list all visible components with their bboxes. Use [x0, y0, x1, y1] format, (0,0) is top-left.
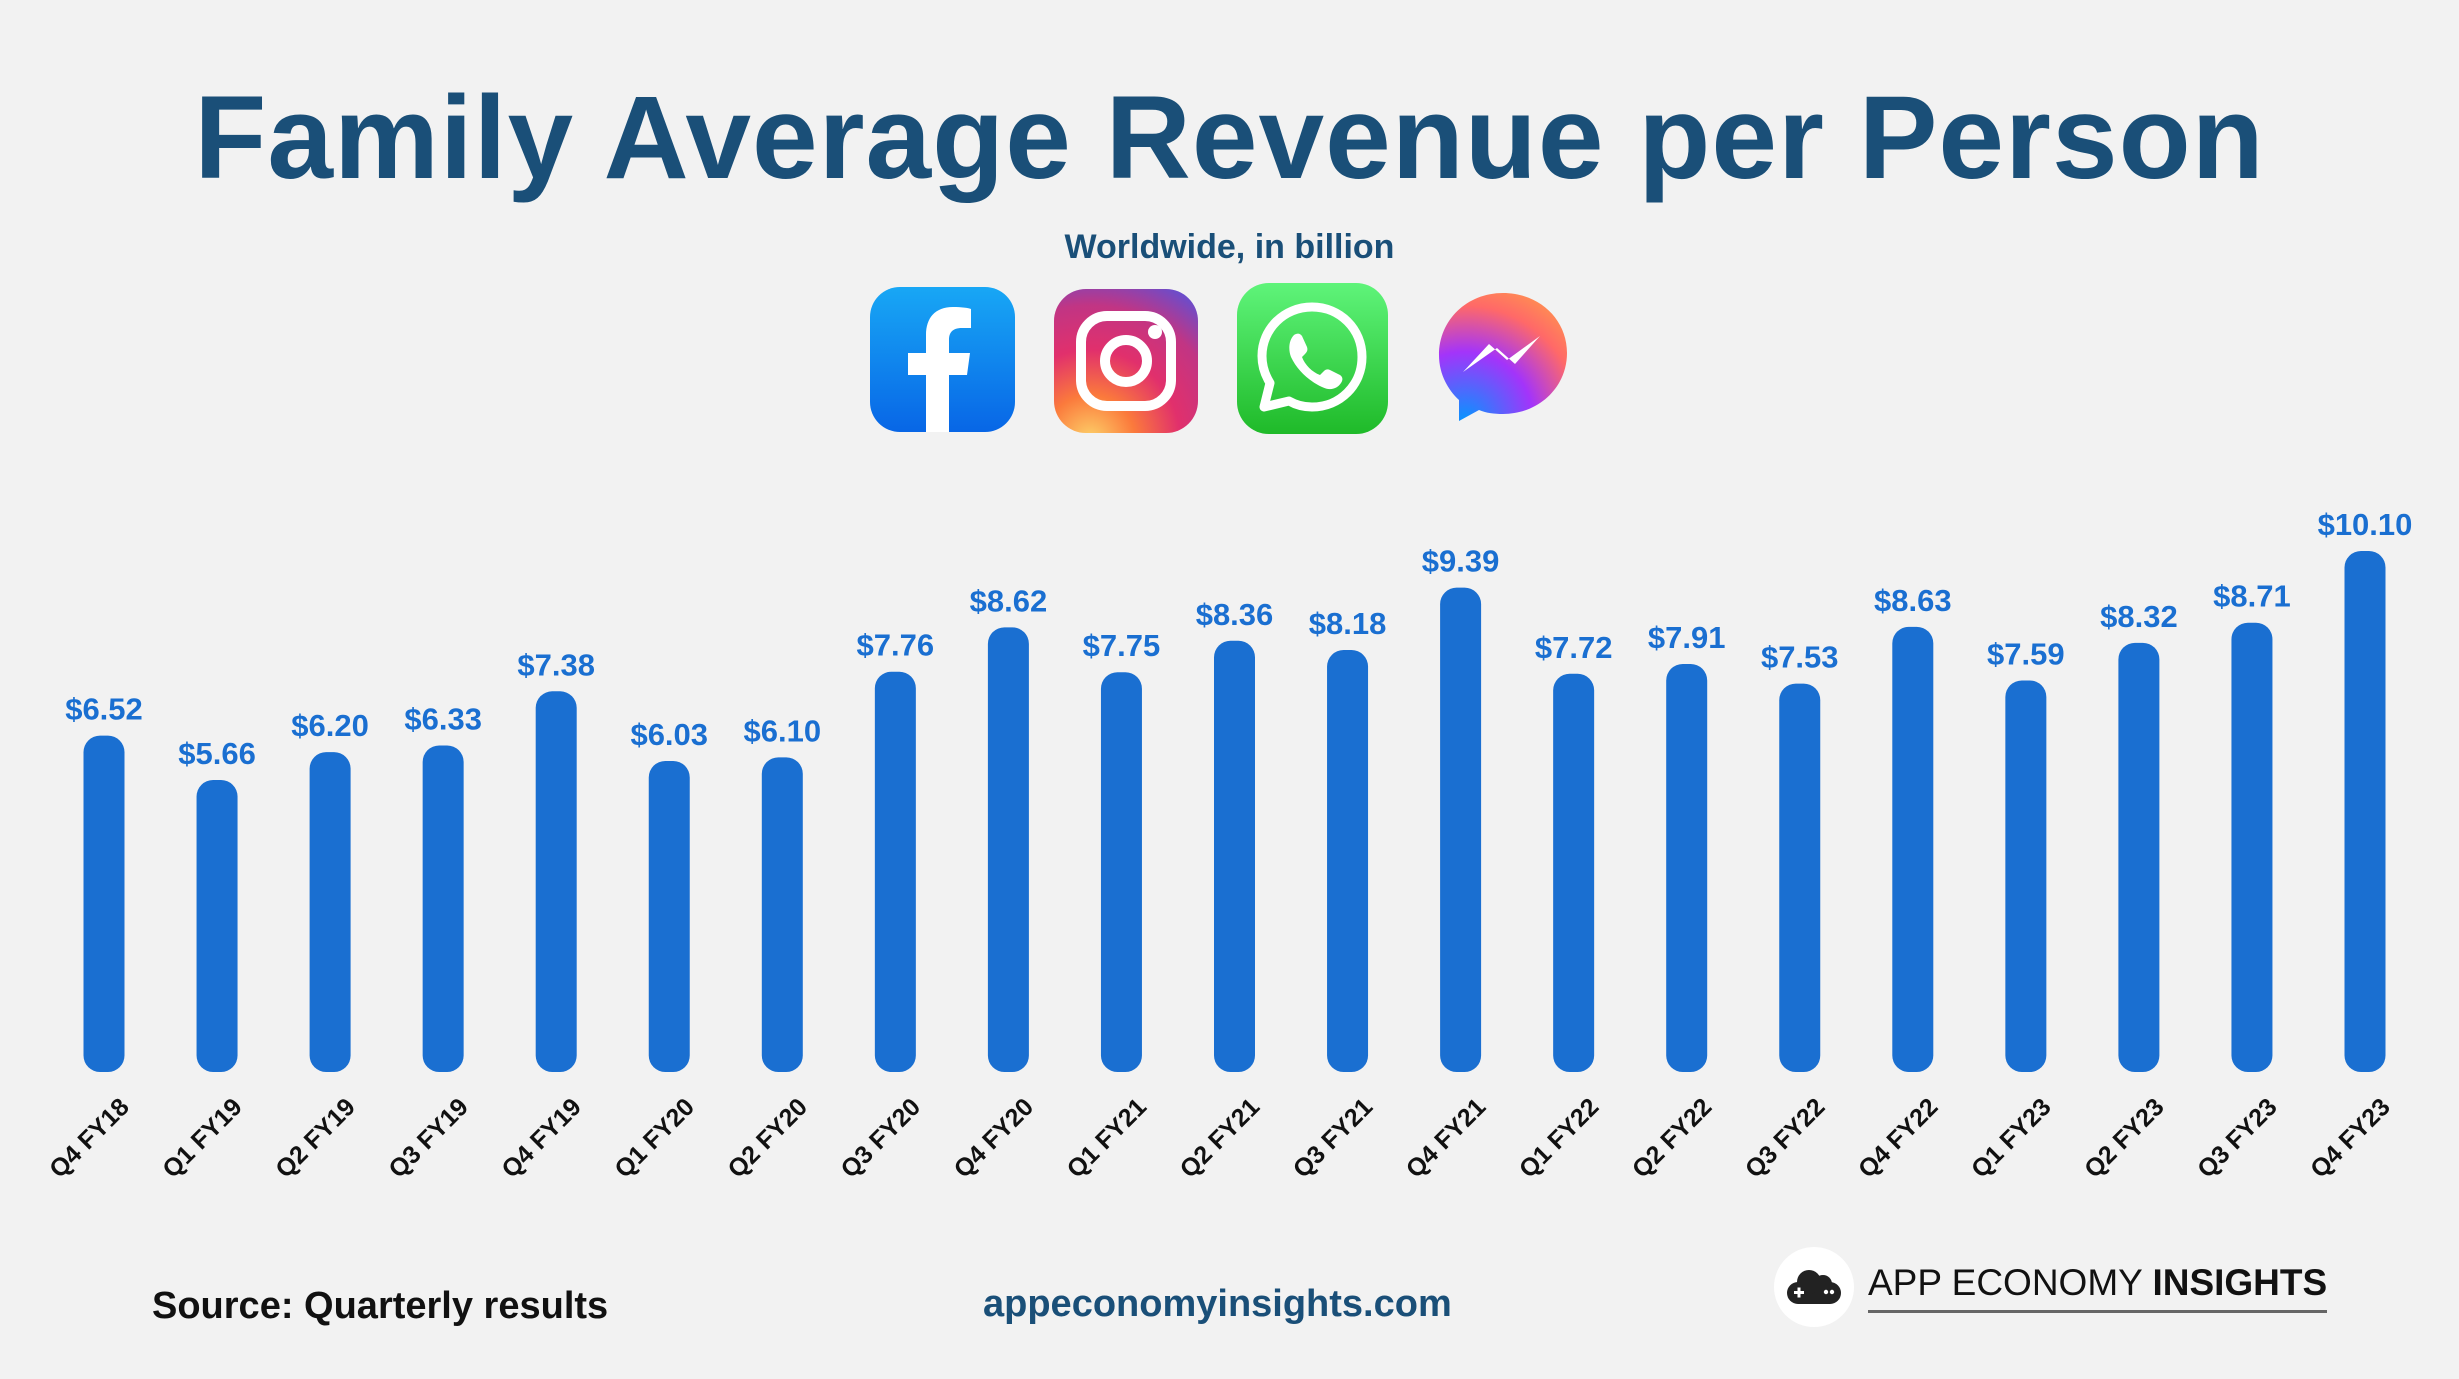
bar-q3-fy20 — [874, 671, 916, 1072]
value-label: $7.76 — [857, 628, 935, 663]
brand-name: APP ECONOMY INSIGHTS — [1868, 1261, 2328, 1313]
bar-q1-fy20 — [648, 760, 690, 1072]
value-label: $6.20 — [291, 708, 369, 743]
x-tick-label: Q4 FY20 — [949, 1093, 1040, 1184]
bar-q4-fy20 — [987, 627, 1029, 1072]
x-tick-label: Q3 FY19 — [383, 1093, 474, 1184]
bar-q1-fy19 — [196, 780, 238, 1072]
value-label: $8.63 — [1874, 583, 1952, 618]
brand-name-bold: INSIGHTS — [2152, 1261, 2328, 1303]
x-tick-label: Q1 FY22 — [1514, 1093, 1605, 1184]
value-label: $7.53 — [1761, 640, 1839, 675]
x-tick-label: Q2 FY19 — [270, 1093, 361, 1184]
bar-q2-fy22 — [1666, 663, 1708, 1072]
bar-q2-fy23 — [2118, 642, 2160, 1072]
value-label: $5.66 — [178, 736, 256, 771]
x-tick-label: Q1 FY20 — [609, 1093, 700, 1184]
x-tick-label: Q1 FY19 — [157, 1093, 248, 1184]
x-tick-label: Q3 FY22 — [1740, 1093, 1831, 1184]
brand-name-regular: APP ECONOMY — [1868, 1261, 2153, 1303]
x-tick-label: Q2 FY23 — [2079, 1093, 2170, 1184]
chart-title: Family Average Revenue per Person — [194, 72, 2265, 204]
value-label: $8.32 — [2100, 599, 2178, 634]
messenger-icon — [1439, 293, 1567, 421]
x-tick-label: Q4 FY23 — [2305, 1093, 2396, 1184]
x-tick-label: Q3 FY21 — [1288, 1093, 1379, 1184]
value-label: $7.38 — [517, 647, 595, 682]
value-label: $7.59 — [1987, 636, 2065, 671]
x-tick-label: Q2 FY21 — [1175, 1093, 1266, 1184]
x-tick-label: Q4 FY22 — [1853, 1093, 1944, 1184]
x-tick-label: Q3 FY23 — [2192, 1093, 2283, 1184]
value-label: $8.18 — [1309, 606, 1387, 641]
value-label: $6.33 — [404, 701, 482, 736]
bar-q3-fy19 — [422, 745, 464, 1072]
x-tick-label: Q1 FY21 — [1062, 1093, 1153, 1184]
bar-q3-fy23 — [2231, 622, 2273, 1072]
bar-q4-fy22 — [1892, 626, 1934, 1072]
bar-q3-fy22 — [1779, 683, 1821, 1072]
value-label: $7.72 — [1535, 630, 1613, 665]
bar-q4-fy18 — [83, 735, 125, 1072]
x-tick-label: Q1 FY23 — [1966, 1093, 2057, 1184]
value-label: $6.03 — [630, 717, 708, 752]
x-tick-label: Q2 FY22 — [1627, 1093, 1718, 1184]
value-label: $8.62 — [970, 583, 1048, 618]
brand-logo-block: APP ECONOMY INSIGHTS — [1774, 1232, 2328, 1342]
bar-q2-fy20 — [761, 757, 803, 1072]
facebook-icon — [870, 287, 1015, 432]
whatsapp-icon — [1237, 283, 1388, 434]
bar-q3-fy21 — [1327, 650, 1369, 1072]
bar-q1-fy22 — [1553, 673, 1595, 1072]
bar-q4-fy19 — [535, 691, 577, 1072]
x-tick-label: Q3 FY20 — [835, 1093, 926, 1184]
value-label: $6.52 — [65, 692, 143, 727]
brand-logo-icon — [1774, 1247, 1854, 1327]
value-label: $7.91 — [1648, 620, 1726, 655]
value-label: $10.10 — [2318, 507, 2413, 542]
bar-q4-fy21 — [1440, 587, 1482, 1072]
x-tick-label: Q4 FY19 — [496, 1093, 587, 1184]
bar-q1-fy23 — [2005, 680, 2047, 1072]
value-label: $8.36 — [1196, 597, 1274, 632]
value-label: $8.71 — [2213, 579, 2291, 614]
bar-q2-fy21 — [1214, 640, 1255, 1072]
value-label: $9.39 — [1422, 544, 1500, 579]
bar-q4-fy23 — [2344, 551, 2386, 1072]
bar-q1-fy21 — [1100, 672, 1142, 1072]
x-tick-label: Q4 FY21 — [1401, 1093, 1492, 1184]
value-label: $6.10 — [744, 713, 822, 748]
x-tick-label: Q2 FY20 — [722, 1093, 813, 1184]
instagram-icon — [1054, 289, 1198, 433]
chart-subtitle: Worldwide, in billion — [1064, 228, 1395, 266]
website-link[interactable]: appeconomyinsights.com — [983, 1283, 1452, 1325]
source-note: Source: Quarterly results — [152, 1285, 609, 1327]
x-tick-label: Q4 FY18 — [44, 1093, 135, 1184]
value-label: $7.75 — [1083, 628, 1161, 663]
bar-q2-fy19 — [309, 752, 351, 1072]
